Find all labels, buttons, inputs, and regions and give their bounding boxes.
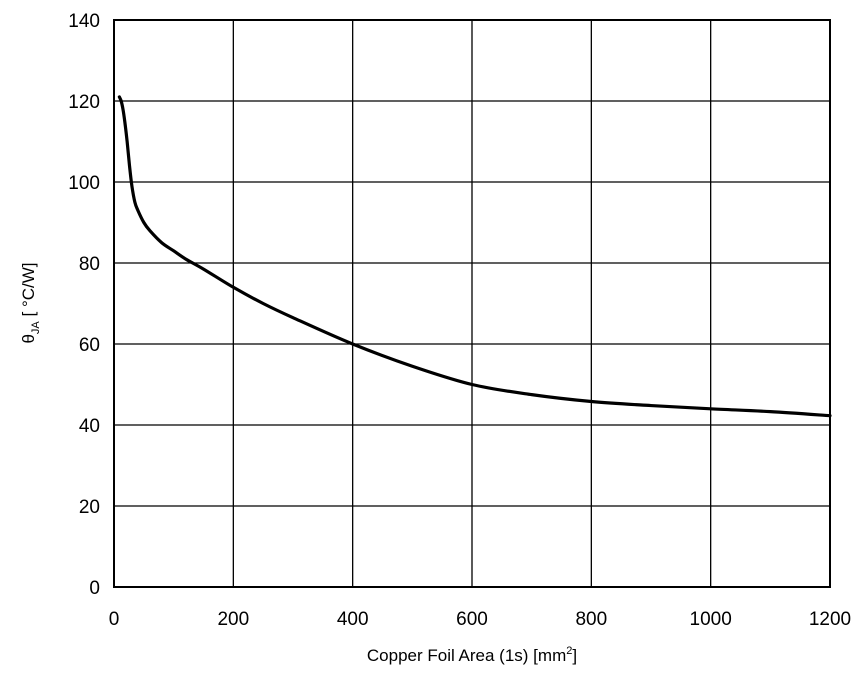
x-tick-label: 400 bbox=[337, 609, 369, 630]
y-tick-label: 80 bbox=[79, 254, 100, 275]
y-axis-label: θJA [ °C/W] bbox=[19, 262, 42, 343]
x-tick-label: 600 bbox=[456, 609, 488, 630]
x-axis-label: Copper Foil Area (1s) [mm2] bbox=[367, 645, 577, 665]
y-axis-ticks: 0 20 40 60 80 100 120 140 bbox=[68, 11, 100, 599]
plot-frame bbox=[113, 19, 831, 588]
y-tick-label: 120 bbox=[68, 92, 100, 113]
x-tick-label: 200 bbox=[217, 609, 249, 630]
x-axis-label-sup: 2 bbox=[566, 645, 572, 657]
y-tick-label: 60 bbox=[79, 335, 100, 356]
series-line bbox=[117, 95, 832, 418]
x-axis-ticks: 0 200 400 600 800 1000 1200 bbox=[109, 609, 851, 630]
x-axis-label-end: ] bbox=[572, 646, 577, 665]
y-axis-label-end: [ °C/W] bbox=[19, 262, 38, 321]
y-tick-label: 0 bbox=[89, 578, 100, 599]
y-tick-label: 40 bbox=[79, 416, 100, 437]
x-tick-label: 800 bbox=[575, 609, 607, 630]
x-tick-label: 1000 bbox=[690, 609, 732, 630]
y-axis-label-main: θ bbox=[19, 334, 38, 343]
y-tick-label: 100 bbox=[68, 173, 100, 194]
y-axis-label-sub: JA bbox=[30, 321, 42, 335]
y-tick-label: 20 bbox=[79, 497, 100, 518]
y-tick-label: 140 bbox=[68, 11, 100, 32]
x-tick-label: 1200 bbox=[809, 609, 851, 630]
x-tick-label: 0 bbox=[109, 609, 120, 630]
x-axis-label-main: Copper Foil Area (1s) [mm bbox=[367, 646, 566, 665]
